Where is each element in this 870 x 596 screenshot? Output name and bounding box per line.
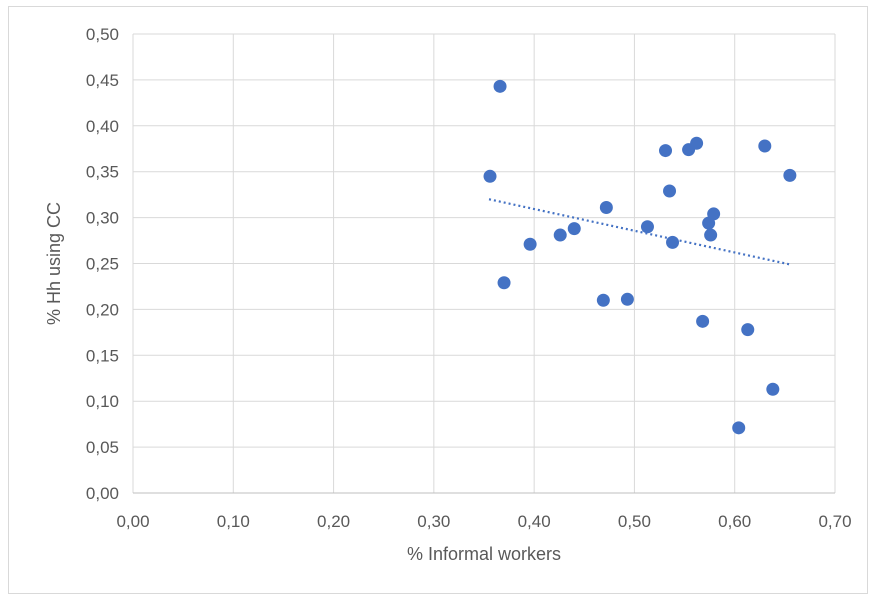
data-point bbox=[663, 184, 677, 198]
data-point bbox=[707, 207, 721, 221]
data-point bbox=[690, 136, 704, 150]
y-tick-label: 0,00 bbox=[86, 484, 119, 503]
gridlines bbox=[132, 33, 836, 494]
y-tick-label: 0,45 bbox=[86, 71, 119, 90]
trendline bbox=[488, 198, 791, 266]
y-tick-label: 0,35 bbox=[86, 163, 119, 182]
data-point bbox=[493, 79, 507, 93]
x-tick-label: 0,00 bbox=[116, 512, 149, 531]
x-tick-label: 0,40 bbox=[518, 512, 551, 531]
data-point bbox=[696, 314, 710, 328]
y-tick-label: 0,40 bbox=[86, 117, 119, 136]
data-point bbox=[620, 292, 634, 306]
data-point bbox=[596, 293, 610, 307]
data-points bbox=[483, 79, 797, 435]
chart-frame bbox=[8, 6, 868, 594]
x-tick-label: 0,50 bbox=[618, 512, 651, 531]
y-tick-label: 0,15 bbox=[86, 346, 119, 365]
x-axis-title: % Informal workers bbox=[407, 544, 561, 564]
data-point bbox=[704, 228, 718, 242]
y-tick-label: 0,25 bbox=[86, 255, 119, 274]
data-point bbox=[523, 237, 537, 251]
y-tick-label: 0,05 bbox=[86, 438, 119, 457]
x-tick-label: 0,20 bbox=[317, 512, 350, 531]
trendline-group bbox=[488, 198, 791, 266]
data-point bbox=[766, 382, 780, 396]
x-tick-label: 0,70 bbox=[818, 512, 851, 531]
data-point bbox=[758, 139, 772, 153]
x-tick-label: 0,60 bbox=[718, 512, 751, 531]
y-tick-label: 0,50 bbox=[86, 25, 119, 44]
data-point bbox=[567, 222, 581, 236]
y-tick-label: 0,20 bbox=[86, 300, 119, 319]
data-point bbox=[640, 220, 654, 234]
data-point bbox=[783, 168, 797, 182]
data-point bbox=[741, 323, 755, 337]
data-point bbox=[483, 169, 497, 183]
data-point bbox=[553, 228, 567, 242]
y-tick-label: 0,30 bbox=[86, 209, 119, 228]
x-tick-label: 0,30 bbox=[417, 512, 450, 531]
data-point bbox=[659, 144, 673, 158]
x-tick-label: 0,10 bbox=[217, 512, 250, 531]
y-tick-label: 0,10 bbox=[86, 392, 119, 411]
y-axis-title: % Hh using CC bbox=[44, 202, 64, 325]
x-tick-labels: 0,00 0,10 0,20 0,30 0,40 0,50 0,60 0,70 bbox=[116, 512, 851, 531]
data-point bbox=[599, 201, 613, 215]
data-point bbox=[497, 276, 511, 290]
data-point bbox=[732, 421, 746, 435]
y-tick-labels: 0,00 0,05 0,10 0,15 0,20 0,25 0,30 0,35 0,40 0,45… bbox=[86, 25, 119, 503]
data-point bbox=[666, 235, 680, 249]
